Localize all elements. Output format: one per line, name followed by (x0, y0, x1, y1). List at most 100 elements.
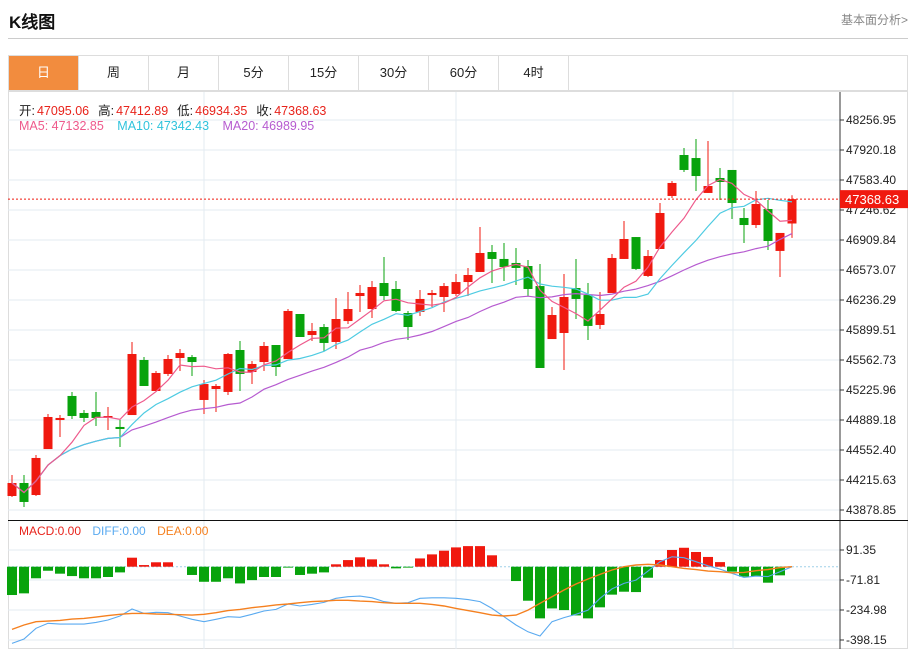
candle-body (415, 298, 425, 312)
candle-body (7, 482, 17, 497)
candle-body (643, 256, 653, 276)
candle-down (235, 341, 245, 391)
macd-bar (763, 566, 773, 583)
price-tick-label: 43878.85 (846, 503, 896, 517)
price-tick-label: 44889.18 (846, 413, 896, 427)
period-tabs: 日 周 月 5分 15分 30分 60分 4时 (8, 55, 908, 91)
tab-month[interactable]: 月 (149, 56, 219, 90)
candle-up (259, 341, 269, 372)
candle-down (583, 283, 593, 341)
candle-body (151, 372, 161, 391)
candle-down (499, 243, 509, 281)
candle-down (379, 257, 389, 301)
candle-up (463, 267, 473, 297)
tab-15min[interactable]: 15分 (289, 56, 359, 90)
candle-body (211, 385, 221, 390)
candle-up (451, 274, 461, 297)
candle-body (127, 354, 137, 416)
price-tick-label: 46909.84 (846, 233, 896, 247)
price-tick-label: 47583.40 (846, 173, 896, 187)
macd-bar (79, 566, 89, 579)
open-value: 47095.06 (36, 104, 90, 118)
macd-bar (643, 566, 653, 578)
tab-week[interactable]: 周 (79, 56, 149, 90)
ohlc-info: 开: 47095.06 高: 47412.89 低: 46934.35 收: 47368… (19, 100, 328, 119)
candle-up (439, 283, 449, 312)
tab-4hour[interactable]: 4时 (499, 56, 569, 90)
macd-bar (427, 554, 437, 567)
candle-body (655, 212, 665, 249)
macd-bar (103, 566, 113, 577)
macd-bar (655, 560, 665, 567)
tab-5min[interactable]: 5分 (219, 56, 289, 90)
macd-tick-label: -398.15 (846, 633, 887, 647)
candle-up (619, 221, 629, 259)
candle-body (535, 286, 545, 368)
candle-up (163, 354, 173, 377)
candle-body (619, 239, 629, 259)
candle-body (271, 345, 281, 368)
candle-body (175, 353, 185, 359)
macd-bar (235, 566, 245, 584)
macd-bar (523, 566, 533, 601)
candle-up (55, 415, 65, 438)
macd-bar (307, 566, 317, 574)
candle-up (655, 203, 665, 249)
macd-bar (727, 566, 737, 572)
candle-down (739, 208, 749, 244)
candle-body (763, 208, 773, 241)
macd-bar (199, 566, 209, 582)
price-tick-label: 47920.18 (846, 143, 896, 157)
candle-body (775, 232, 785, 251)
macd-bar (775, 566, 785, 576)
dea-value: DEA:0.00 (157, 524, 209, 538)
candle-body (727, 169, 737, 204)
macd-bar (151, 562, 161, 567)
tab-day[interactable]: 日 (9, 56, 79, 90)
candle-body (91, 411, 101, 418)
candle-down (763, 199, 773, 250)
candle-body (31, 457, 41, 496)
fundamental-analysis-link[interactable]: 基本面分析> (840, 13, 908, 27)
tab-30min[interactable]: 30分 (359, 56, 429, 90)
candle-down (391, 280, 401, 312)
macd-bar (7, 566, 17, 596)
candle-up (43, 413, 53, 450)
candle-body (163, 358, 173, 374)
candle-body (739, 217, 749, 226)
price-tick-label: 44552.40 (846, 443, 896, 457)
macd-bar (31, 566, 41, 579)
candle-body (391, 288, 401, 311)
candle-up (787, 195, 797, 238)
candle-body (343, 309, 353, 322)
candle-up (331, 297, 341, 350)
candle-up (775, 232, 785, 277)
candle-down (679, 147, 689, 173)
macd-bar (439, 550, 449, 567)
candle-up (343, 292, 353, 324)
macd-bar (67, 566, 77, 577)
macd-bar (571, 566, 581, 616)
candle-body (403, 313, 413, 328)
macd-bar (595, 566, 605, 608)
candle-down (115, 420, 125, 448)
price-tick-label: 45899.51 (846, 323, 896, 337)
price-tick-label: 46573.07 (846, 263, 896, 277)
macd-bar (619, 566, 629, 592)
macd-bar (115, 566, 125, 573)
candle-up (667, 181, 677, 199)
candle-down (487, 244, 497, 284)
candle-body (499, 258, 509, 267)
macd-bar (703, 556, 713, 567)
macd-bar (91, 566, 101, 579)
candle-body (367, 287, 377, 310)
tab-60min[interactable]: 60分 (429, 56, 499, 90)
macd-bar (475, 546, 485, 567)
macd-bar (535, 566, 545, 619)
candle-body (199, 384, 209, 400)
candle-up (175, 349, 185, 372)
macd-bar (283, 566, 293, 568)
price-tick-label: 46236.29 (846, 293, 896, 307)
diff-value: DIFF:0.00 (92, 524, 146, 538)
